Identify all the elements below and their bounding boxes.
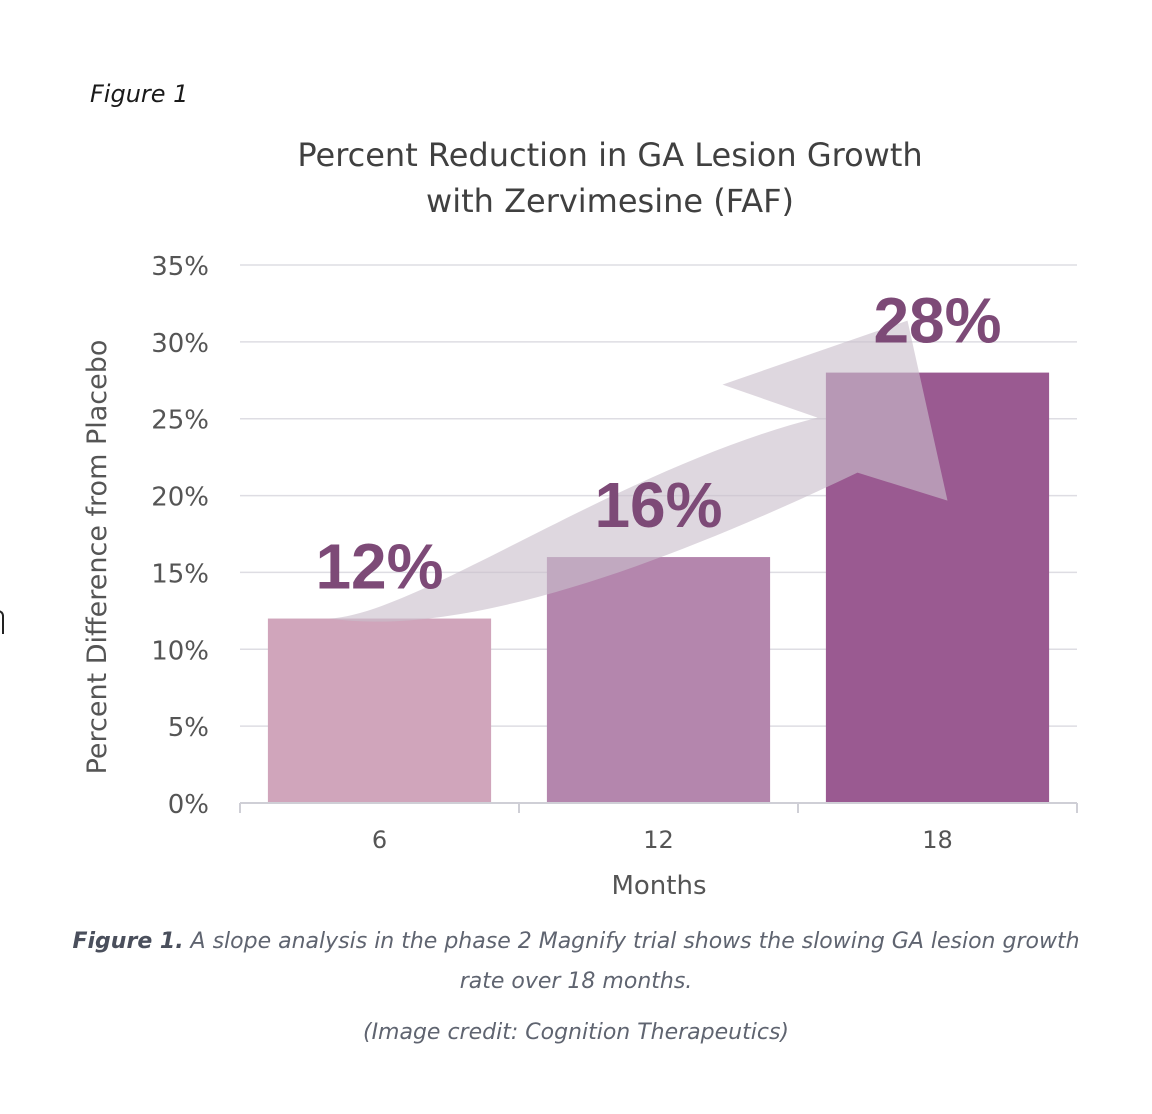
y-tick-label: 0%	[168, 790, 209, 820]
data-label: 16%	[594, 469, 722, 541]
y-axis-label: Percent Difference from Placebo	[82, 340, 113, 775]
data-label: 28%	[873, 285, 1001, 357]
x-tick-label: 12	[643, 826, 674, 854]
y-tick-label: 5%	[168, 713, 209, 743]
x-axis-label: Months	[611, 871, 706, 901]
y-tick-label: 35%	[151, 252, 209, 282]
x-tick-label: 6	[372, 826, 387, 854]
edge-fragment	[0, 610, 4, 634]
caption-lead: Figure 1.	[72, 929, 184, 954]
figure-label: Figure 1	[90, 80, 189, 108]
bars	[267, 372, 1050, 803]
bar-chart: Percent Reduction in GA Lesion Growth wi…	[82, 136, 1078, 901]
x-axis-line	[239, 802, 1078, 813]
data-labels: 12% 16% 28%	[315, 285, 1001, 603]
y-tick-label: 10%	[151, 636, 209, 666]
image-credit: (Image credit: Cognition Therapeutics)	[362, 1020, 789, 1045]
bar	[267, 618, 492, 803]
figure-caption: Figure 1. A slope analysis in the phase …	[60, 922, 1092, 1002]
trend-arrow	[329, 320, 948, 622]
y-tick-label: 30%	[151, 329, 209, 359]
x-tick-label: 18	[922, 826, 953, 854]
y-axis-ticks: 0% 5% 10% 15% 20% 25% 30% 35%	[151, 252, 209, 820]
x-axis-ticks: 6 12 18	[372, 826, 953, 854]
data-label: 12%	[315, 531, 443, 603]
bar	[546, 557, 771, 803]
caption-text: A slope analysis in the phase 2 Magnify …	[183, 929, 1080, 994]
y-tick-label: 25%	[151, 406, 209, 436]
y-tick-label: 15%	[151, 559, 209, 589]
y-tick-label: 20%	[151, 483, 209, 513]
chart-title-line-2: with Zervimesine (FAF)	[426, 182, 794, 220]
chart-title-line-1: Percent Reduction in GA Lesion Growth	[297, 136, 922, 174]
